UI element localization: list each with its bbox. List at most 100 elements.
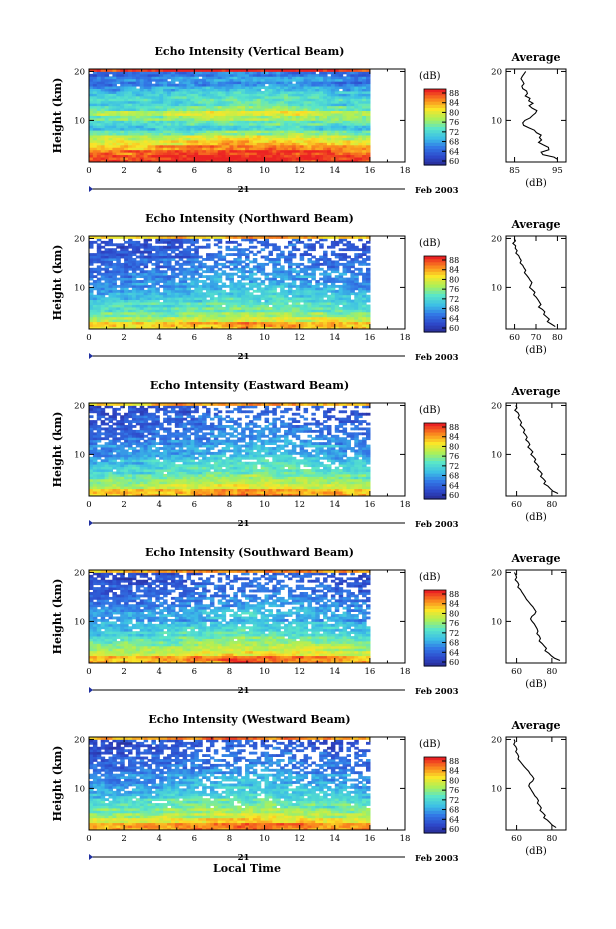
heatmap-cell [190,258,195,261]
heatmap-cell [237,100,242,104]
heatmap-cell [338,149,344,153]
heatmap-cell [334,91,340,94]
heatmap-cell [237,306,242,310]
heatmap-cell [186,319,192,323]
heatmap-cell [299,130,305,134]
heatmap-cell [116,93,121,97]
heatmap-cell [303,132,309,136]
heatmap-cell [186,267,192,271]
heatmap-cell [276,316,281,320]
heatmap-cell [159,69,164,72]
heatmap-cell [299,110,305,114]
heatmap-cell [206,277,211,281]
heatmap-cell [287,147,293,151]
heatmap-cell [178,289,184,293]
heatmap-cell [89,253,94,256]
heatmap-cell [206,282,211,286]
heatmap-cell [163,144,168,148]
heatmap-cell [221,127,227,131]
heatmap-cell [182,142,188,146]
heatmap-cell [323,262,328,266]
heatmap-cell [229,280,234,283]
heatmap-cell [365,314,371,318]
heatmap-cell [365,147,371,151]
heatmap-cell [206,152,211,156]
heatmap-cell [163,319,168,323]
heatmap-cell [116,86,121,89]
heatmap-cell [299,147,305,151]
heatmap-cell [206,258,211,261]
heatmap-cell [276,115,281,119]
heatmap-cell [198,132,203,136]
heatmap-cell [213,326,219,330]
heatmap-cell [198,78,203,82]
profile-y-tick-label: 20 [491,67,502,77]
heatmap-cell [221,270,227,274]
heatmap-cell [96,86,102,89]
heatmap-cell [100,120,106,124]
heatmap-cell [303,250,309,254]
heatmap-cell [147,115,153,119]
heatmap-cell [326,135,332,138]
heatmap-cell [284,81,289,85]
x-tick-label: 4 [157,166,162,176]
heatmap-cell [178,306,184,310]
heatmap-cell [330,91,336,94]
heatmap-cell [206,292,211,296]
heatmap-cell [190,277,195,281]
heatmap-cell [342,152,348,156]
heatmap-cell [268,250,273,254]
heatmap-cell [221,113,227,116]
heatmap-cell [100,311,106,315]
heatmap-cell [272,294,277,298]
heatmap-cell [143,147,149,151]
heatmap-cell [159,110,164,114]
heatmap-cell [104,319,110,323]
heatmap-cell [147,100,153,104]
heatmap-cell [190,267,195,271]
heatmap-cell [354,316,359,320]
heatmap-cell [202,95,207,99]
heatmap-cell [151,306,156,310]
heatmap-cell [151,93,156,97]
heatmap-cell [307,122,312,126]
heatmap-cell [326,277,332,281]
heatmap-cell [186,250,192,254]
heatmap-cell [139,98,145,102]
heatmap-cell [120,122,125,126]
heatmap-cell [186,103,192,107]
heatmap-cell [186,142,192,146]
heatmap-cell [229,304,234,308]
heatmap-cell [209,302,215,305]
heatmap-cell [291,270,297,274]
heatmap-cell [151,253,156,256]
heatmap-cell [225,326,231,330]
heatmap-cell [116,71,121,75]
heatmap-cell [206,302,211,305]
heatmap-cell [198,105,203,109]
heatmap-cell [182,250,188,254]
heatmap-cell [326,275,332,279]
heatmap-cell [319,262,324,266]
heatmap-cell [112,250,117,254]
heatmap-cell [330,86,336,89]
heatmap-cell [209,154,215,158]
heatmap-cell [225,110,231,114]
heatmap-cell [284,83,289,87]
heatmap-cell [135,122,141,126]
heatmap-cell [241,100,246,104]
heatmap-cell [346,309,351,313]
heatmap-cell [241,117,246,121]
heatmap-cell [338,93,344,97]
heatmap-cell [147,130,153,134]
heatmap-cell [280,267,285,271]
heatmap-cell [163,238,168,242]
heatmap-cell [108,135,114,138]
heatmap-cell [202,319,207,323]
heatmap-cell [245,95,250,99]
heatmap-cell [272,93,277,97]
heatmap-cell [174,88,180,92]
heatmap-cell [163,108,168,112]
heatmap-cell [155,287,160,291]
heatmap-cell [268,324,273,327]
